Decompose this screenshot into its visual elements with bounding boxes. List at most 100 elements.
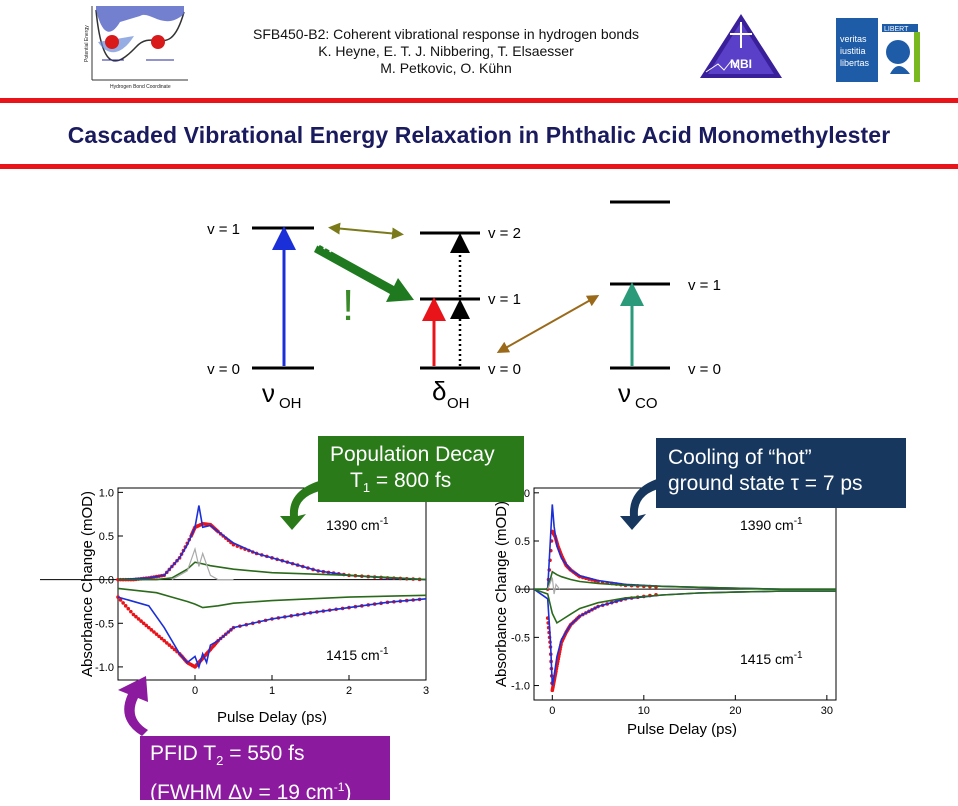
cooling-value: ground state τ = 7 ps: [668, 472, 863, 495]
oh-v0-label: v = 0: [207, 361, 240, 378]
data-point: [154, 632, 159, 636]
series-line: [117, 587, 427, 609]
data-point: [152, 630, 156, 634]
header-line-3: M. Petkovic, O. Kühn: [380, 60, 512, 76]
data-point: [149, 628, 154, 632]
data-point: [170, 645, 174, 650]
data-point: [136, 617, 141, 621]
data-point: [147, 625, 151, 630]
population-decay-title: Population Decay: [330, 443, 495, 466]
x-tick-label: 1: [269, 685, 275, 697]
series-line: [117, 596, 427, 670]
header-line-2: K. Heyne, E. T. J. Nibbering, T. Elsaess…: [318, 43, 574, 59]
logo-axis-y-label: Potential Energy: [84, 25, 90, 62]
header-line-1: SFB450-B2: Coherent vibrational response…: [252, 26, 640, 42]
transient-chart-short: 0 1 2 3 1.0 0.5 0.0 -0.5 -1.0 Pulse Delay (ps) A…: [40, 487, 429, 726]
x-tick-label: 2: [346, 685, 352, 697]
pfid-arrow: [118, 676, 148, 736]
logo-word-2: iustitia: [840, 46, 866, 56]
delta-oh-symbol: δ: [432, 376, 446, 406]
mbi-logo-text: MBI: [730, 57, 752, 71]
series-line: [534, 570, 836, 590]
header-credits: SFB450-B2: Coherent vibrational response…: [212, 26, 680, 77]
x-tick-label: 3: [423, 685, 429, 697]
header-divider-top: [0, 98, 958, 103]
data-point: [134, 614, 138, 619]
series-line: [117, 505, 427, 581]
data-point: [144, 623, 149, 628]
annotation-1390: 1390 cm-1: [326, 516, 389, 533]
series-line: [533, 588, 836, 625]
x-axis-label: Pulse Delay (ps): [217, 709, 327, 726]
delta-oh-subscript: OH: [447, 395, 470, 412]
logo-banner-text: LIBERT: [884, 26, 909, 33]
logo-word-3: libertas: [840, 58, 870, 68]
data-point: [129, 609, 133, 614]
cooling-title: Cooling of “hot”: [668, 446, 812, 469]
y-axis-label: Absorbance Change (mOD): [79, 491, 96, 677]
population-decay-box: Population Decay T1 = 800 fs: [318, 436, 524, 502]
cooling-arrow: [620, 478, 662, 530]
exclamation-mark: !: [342, 281, 354, 330]
potential-energy-logo: Potential Energy Hydrogen Bond Coordinat…: [80, 2, 192, 92]
population-decay-value: T1 = 800 fs: [350, 469, 452, 496]
series-line: [118, 561, 427, 581]
nu-oh-subscript: OH: [279, 395, 302, 412]
y-tick-label: -1.0: [95, 662, 114, 674]
series-line: [547, 577, 561, 595]
nu-co-subscript: CO: [635, 395, 658, 412]
y-tick-label: 0.5: [99, 531, 114, 543]
y-tick-label: 0.0: [515, 584, 530, 596]
nu-co-symbol: ν: [618, 378, 631, 408]
x-tick-label: 30: [821, 705, 833, 717]
data-point: [162, 638, 166, 643]
fwhm-value: (FWHM Δν = 19 cm-1): [150, 780, 352, 805]
x-tick-label: 10: [638, 705, 650, 717]
data-point: [123, 604, 128, 608]
fermi-coupling-arrow: [328, 222, 404, 240]
transient-chart-long: 01020301.00.50.0-0.5-1.0 Pulse Delay (ps…: [493, 487, 837, 738]
logo-axis-x-label: Hydrogen Bond Coordinate: [110, 84, 171, 90]
y-tick-label: 1.0: [99, 487, 114, 499]
nu-oh-symbol: ν: [262, 378, 275, 408]
pfid-value: PFID T2 = 550 fs: [150, 742, 305, 769]
oh-v1-label: v = 1: [207, 221, 240, 238]
data-point: [164, 641, 169, 645]
y-tick-label: -0.5: [95, 618, 114, 630]
data-point: [131, 612, 136, 617]
energy-level-diagram: v = 1 v = 0 ν OH v = 2 v = 1 v = 0 δ OH …: [207, 200, 721, 412]
pfid-box: PFID T2 = 550 fs (FWHM Δν = 19 cm-1): [140, 736, 390, 804]
x-tick-label: 20: [729, 705, 741, 717]
co-v1-label: v = 1: [688, 277, 721, 294]
co-coupling-arrow: [496, 295, 600, 353]
data-point: [126, 606, 131, 611]
page-title: Cascaded Vibrational Energy Relaxation i…: [67, 122, 891, 148]
annotation-1415: 1415 cm-1: [326, 646, 389, 663]
relaxation-arrow: [314, 239, 414, 302]
y-tick-label: -1.0: [511, 681, 530, 693]
series-line: [171, 546, 234, 581]
x-axis-label: Pulse Delay (ps): [627, 721, 737, 738]
y-axis-label: Absorbance Change (mOD): [493, 501, 510, 687]
y-tick-label: 0.0: [99, 575, 114, 587]
delta-v2-label: v = 2: [488, 225, 521, 242]
mbi-logo: MBI: [700, 14, 782, 78]
y-tick-label: -0.5: [511, 632, 530, 644]
university-logo: veritas iustitia libertas LIBERT: [836, 18, 920, 82]
co-v0-label: v = 0: [688, 361, 721, 378]
data-point: [118, 598, 123, 602]
data-point: [157, 634, 161, 639]
delta-v0-label: v = 0: [488, 361, 521, 378]
data-point: [139, 619, 143, 623]
data-point: [167, 643, 172, 647]
logo-word-1: veritas: [840, 34, 867, 44]
y-tick-label: 0.5: [515, 536, 530, 548]
population-arrow: [280, 480, 324, 530]
cooling-box: Cooling of “hot” ground state τ = 7 ps: [656, 438, 906, 508]
annotation-1390: 1390 cm-1: [740, 516, 803, 533]
annotation-1415: 1415 cm-1: [740, 650, 803, 667]
data-point: [172, 647, 177, 652]
data-point: [159, 636, 164, 641]
data-point: [141, 621, 146, 626]
